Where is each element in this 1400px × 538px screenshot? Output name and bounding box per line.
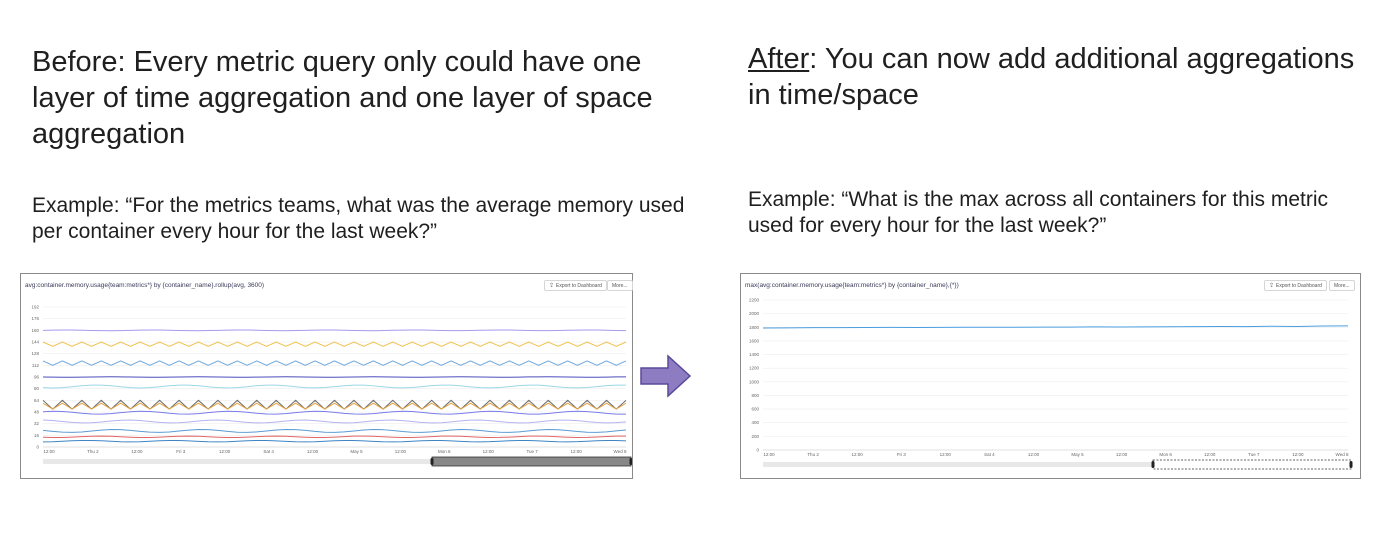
- after-graph-panel: 0 200 400 600 800 1000 1200 1400 1600 1800 2000 220…: [740, 273, 1361, 479]
- timeline-selection[interactable]: [1152, 459, 1352, 470]
- x-tick-label: 12:00: [1028, 452, 1040, 457]
- before-graph-panel: 0 16 32 48 64 80 96 112 128 144 160 176 192 12:00 Thu …: [20, 273, 633, 479]
- series-line: [42, 360, 627, 366]
- timeline-selection[interactable]: [431, 456, 632, 467]
- timeline-handle-left[interactable]: [1151, 461, 1155, 468]
- y-tick-label: 64: [34, 398, 40, 403]
- y-tick-label: 16: [34, 433, 40, 438]
- y-tick-label: 1200: [749, 366, 760, 371]
- x-tick-label: 12:00: [940, 452, 952, 457]
- y-tick-label: 1800: [749, 325, 760, 330]
- x-tick-label: Wed 8: [614, 449, 627, 454]
- arrow-right-icon: [640, 354, 692, 398]
- y-tick-label: 0: [36, 445, 39, 450]
- after-more-label: More...: [1334, 283, 1350, 289]
- y-tick-label: 2200: [749, 298, 760, 303]
- before-heading-lead: Before: [32, 46, 118, 78]
- series-line: [42, 402, 627, 410]
- y-tick-label: 400: [751, 420, 759, 425]
- before-query-title: avg:container.memory.usage{team:metrics*…: [25, 282, 265, 289]
- before-more-label: More...: [612, 283, 628, 289]
- timeline-track[interactable]: [43, 459, 626, 464]
- before-export-label: Export to Dashboard: [556, 283, 602, 289]
- y-tick-label: 48: [34, 410, 40, 415]
- timeline-track[interactable]: [763, 462, 1348, 467]
- y-tick-label: 1400: [749, 352, 760, 357]
- x-tick-label: 12:00: [219, 449, 231, 454]
- x-tick-label: 12:00: [43, 449, 55, 454]
- after-heading: After: You can now add additional aggreg…: [748, 41, 1368, 113]
- x-tick-label: Tue 7: [1248, 452, 1260, 457]
- after-example: Example: “What is the max across all con…: [748, 188, 1329, 237]
- x-tick-label: Sat 4: [984, 452, 995, 457]
- x-tick-label: 12:00: [395, 449, 407, 454]
- after-heading-text: : You can now add additional aggregation…: [748, 43, 1355, 111]
- after-query-title: max(avg:container.memory.usage{team:metr…: [745, 282, 959, 289]
- x-tick-label: Mon 6: [1159, 452, 1172, 457]
- series-line: [42, 399, 627, 410]
- y-tick-label: 1000: [749, 379, 760, 384]
- after-export-button[interactable]: ⇪ Export to Dashboard: [1264, 280, 1327, 291]
- series-line: [42, 419, 627, 424]
- before-example: Example: “For the metrics teams, what wa…: [32, 194, 685, 243]
- x-tick-label: 12:00: [1116, 452, 1128, 457]
- x-tick-label: May 5: [350, 449, 363, 454]
- x-tick-label: Fri 3: [897, 452, 906, 457]
- y-tick-label: 112: [32, 363, 40, 368]
- series-line: [42, 384, 627, 389]
- series-line: [42, 329, 627, 332]
- before-chart: 0 16 32 48 64 80 96 112 128 144 160 176 192 12:00 Thu …: [31, 305, 633, 467]
- y-tick-label: 1600: [749, 338, 760, 343]
- x-tick-label: Mon 6: [438, 449, 451, 454]
- after-chart: 0 200 400 600 800 1000 1200 1400 1600 1800 2000 220…: [749, 298, 1353, 470]
- x-tick-label: 12:00: [852, 452, 864, 457]
- series-line: [42, 439, 627, 443]
- y-tick-label: 192: [31, 305, 39, 310]
- x-tick-label: Fri 3: [176, 449, 185, 454]
- x-tick-label: May 5: [1071, 452, 1084, 457]
- x-tick-label: Thu 2: [807, 452, 819, 457]
- x-tick-label: Sat 4: [263, 449, 274, 454]
- y-tick-label: 0: [756, 448, 759, 453]
- export-icon: ⇪: [1269, 283, 1275, 289]
- y-tick-label: 32: [34, 421, 40, 426]
- x-tick-label: Thu 2: [87, 449, 99, 454]
- x-tick-label: Tue 7: [526, 449, 538, 454]
- timeline-handle-left[interactable]: [430, 458, 434, 465]
- y-tick-label: 144: [31, 340, 39, 345]
- y-tick-label: 160: [31, 328, 39, 333]
- series-line: [762, 325, 1349, 329]
- before-heading: Before: Every metric query only could ha…: [32, 44, 682, 152]
- x-tick-label: 12:00: [570, 449, 582, 454]
- series-line: [42, 341, 627, 347]
- before-heading-text: : Every metric query only could have one…: [32, 46, 653, 150]
- before-more-button[interactable]: More...: [607, 280, 633, 291]
- y-tick-label: 128: [31, 351, 39, 356]
- y-tick-label: 176: [31, 316, 39, 321]
- timeline-handle-right[interactable]: [1349, 461, 1353, 468]
- y-tick-label: 200: [751, 434, 759, 439]
- x-tick-label: 12:00: [483, 449, 495, 454]
- x-tick-label: 12:00: [1204, 452, 1216, 457]
- series-line: [42, 429, 627, 433]
- before-export-button[interactable]: ⇪ Export to Dashboard: [544, 280, 607, 291]
- x-tick-label: 12:00: [307, 449, 319, 454]
- y-tick-label: 80: [34, 386, 40, 391]
- timeline-handle-right[interactable]: [629, 458, 633, 465]
- export-icon: ⇪: [549, 283, 555, 289]
- x-tick-label: 12:00: [763, 452, 775, 457]
- y-tick-label: 96: [34, 375, 40, 380]
- x-tick-label: 12:00: [1292, 452, 1304, 457]
- y-tick-label: 600: [751, 407, 759, 412]
- y-tick-label: 800: [751, 393, 759, 398]
- y-tick-label: 2000: [749, 311, 760, 316]
- x-tick-label: 12:00: [131, 449, 143, 454]
- after-export-label: Export to Dashboard: [1276, 283, 1322, 289]
- series-line: [42, 410, 627, 415]
- after-heading-lead: After: [748, 43, 810, 75]
- series-line: [42, 435, 627, 439]
- x-tick-label: Wed 8: [1336, 452, 1349, 457]
- after-more-button[interactable]: More...: [1329, 280, 1355, 291]
